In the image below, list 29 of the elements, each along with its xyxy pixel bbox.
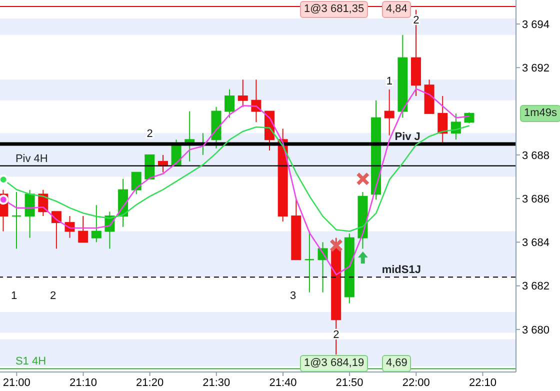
x-tick-label: 21:10: [69, 376, 98, 389]
x-tick-label: 21:20: [136, 376, 164, 389]
annotation: 2: [146, 128, 153, 140]
annotation: 1@3 684,19: [300, 355, 368, 372]
y-tick-label: 3 692: [522, 62, 550, 75]
annotation: 4,69: [382, 355, 412, 372]
y-tick-label: 3 682: [522, 280, 550, 293]
annotation: 3: [290, 290, 296, 303]
annotation: 1: [386, 76, 393, 88]
annotation: 4,84: [382, 1, 412, 18]
y-tick-label: 3 686: [522, 193, 550, 206]
annotation: 1: [11, 290, 18, 303]
x-tick-label: 21:30: [202, 376, 230, 389]
annotation: 1@3 681,35: [300, 1, 368, 18]
y-tick-label: 3 680: [522, 324, 550, 336]
x-tick-label: 21:50: [336, 376, 364, 389]
x-tick-label: 22:00: [402, 376, 430, 389]
y-tick-label: 3 694: [522, 18, 550, 31]
x-tick-label: 21:00: [2, 376, 30, 389]
annotation: 2: [50, 290, 56, 303]
ref-line-label: Piv 4H: [15, 152, 48, 165]
x-tick-label: 21:40: [269, 376, 297, 389]
y-tick-label: 3 688: [522, 150, 550, 162]
y-tick-label: 3 684: [522, 237, 550, 250]
x-tick-label: 22:10: [468, 376, 496, 389]
text: 1m49s: [520, 105, 560, 122]
ref-line-label: Piv J: [394, 131, 420, 143]
ref-line-label: midS1J: [382, 264, 421, 276]
ref-line-label: S1 4H: [15, 356, 46, 368]
